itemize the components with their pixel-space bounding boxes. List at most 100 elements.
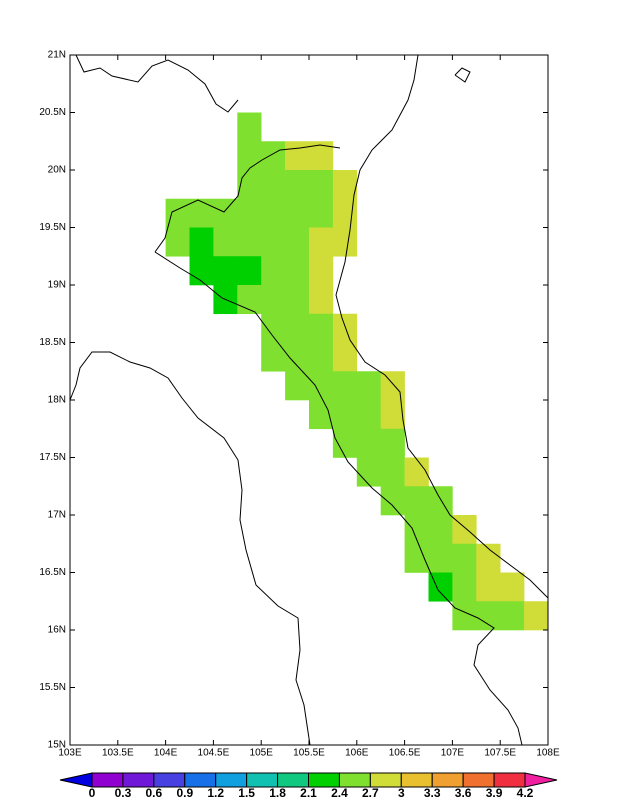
grid-cell xyxy=(332,400,358,430)
border xyxy=(154,251,523,746)
grid-cell xyxy=(356,428,381,458)
x-tick-label: 108E xyxy=(536,748,560,759)
colorbar-box xyxy=(91,772,124,788)
grid-cell xyxy=(309,371,334,401)
grid-cell xyxy=(476,572,501,602)
grid-cell xyxy=(285,170,310,200)
x-tick-label: 105E xyxy=(250,748,274,759)
grid-cell xyxy=(404,457,429,487)
axes: 103E 103.5E 104E 104.5E 105E 105.5E 106E 106.5E… xyxy=(39,50,560,759)
grid-cell xyxy=(165,198,190,228)
colorbar-box xyxy=(338,772,371,788)
colorbar-box xyxy=(184,772,217,788)
y-tick-label: 18N xyxy=(48,395,66,406)
grid-cell xyxy=(285,371,310,401)
y-tick-label: 21N xyxy=(48,50,66,61)
colorbar-box xyxy=(462,772,495,788)
grid-cell xyxy=(189,256,214,286)
x-tick-label: 107E xyxy=(441,748,465,759)
colorbar-box xyxy=(246,772,279,788)
grid-cell xyxy=(189,198,214,228)
coastline xyxy=(335,54,549,599)
y-tick-label: 16.5N xyxy=(39,567,66,578)
grid-cell xyxy=(404,486,429,516)
y-tick-label: 18.5N xyxy=(39,337,66,348)
colorbar-label: 0 xyxy=(89,786,96,800)
colorbar-label: 1.8 xyxy=(269,786,286,800)
grid-cell xyxy=(237,198,262,228)
grid-cell xyxy=(261,170,286,200)
y-tick-label: 15.5N xyxy=(39,682,66,693)
grid-cell xyxy=(309,256,334,286)
colorbar-label: 1.5 xyxy=(238,786,255,800)
colorbar-box xyxy=(215,772,248,788)
grid-cell xyxy=(356,371,381,401)
grid-cell xyxy=(309,342,334,372)
grid-cell xyxy=(332,227,358,257)
grid-cell xyxy=(309,227,334,257)
grid-cell xyxy=(165,227,190,257)
colorbar-box xyxy=(493,772,526,788)
grid-cell xyxy=(309,170,334,200)
colorbar-label: 4.2 xyxy=(517,786,534,800)
colorbar-label: 0.6 xyxy=(146,786,163,800)
border xyxy=(69,351,311,746)
colorbar-label: 0.9 xyxy=(176,786,193,800)
grid-cell xyxy=(380,486,405,516)
grid-cell xyxy=(500,601,525,631)
colorbar-label: 1.2 xyxy=(207,786,224,800)
x-tick-label: 106.5E xyxy=(389,748,421,759)
x-tick-label: 105.5E xyxy=(293,748,325,759)
grid-cell xyxy=(213,256,238,286)
x-tick-label: 103.5E xyxy=(102,748,134,759)
x-tick-label: 104E xyxy=(154,748,178,759)
grid-cell xyxy=(380,400,405,430)
grid-cell xyxy=(261,285,286,315)
grid-cell xyxy=(237,256,262,286)
grid-cell xyxy=(332,342,358,372)
grid-cell xyxy=(332,371,358,401)
colorbar-label: 3 xyxy=(398,786,405,800)
grid-cell xyxy=(332,313,358,343)
grid-cell xyxy=(428,486,453,516)
colorbar: 0 0.3 0.6 0.9 1.2 1.5 1.8 2.1 2.4 2.7 3 3.3 3.6 3.9 4.… xyxy=(59,772,558,800)
colorbar-label: 2.7 xyxy=(362,786,379,800)
colorbar-label: 3.3 xyxy=(424,786,441,800)
data-cells xyxy=(165,112,549,631)
colorbar-box xyxy=(122,772,155,788)
grid-cell xyxy=(261,256,286,286)
grid-cell xyxy=(285,313,310,343)
y-tick-label: 17N xyxy=(48,510,66,521)
colorbar-box xyxy=(369,772,402,788)
colorbar-label: 2.4 xyxy=(331,786,348,800)
y-tick-label: 19.5N xyxy=(39,222,66,233)
colorbar-label: 2.1 xyxy=(300,786,317,800)
grid-cell xyxy=(452,515,477,545)
y-tick-label: 16N xyxy=(48,625,66,636)
border xyxy=(75,54,239,113)
colorbar-under xyxy=(59,772,93,788)
grid-cell xyxy=(380,428,405,458)
x-tick-label: 107.5E xyxy=(484,748,516,759)
boundaries xyxy=(69,54,549,746)
grid-cell xyxy=(380,457,405,487)
grid-cell xyxy=(285,227,310,257)
grid-cell xyxy=(356,457,381,487)
y-tick-label: 17.5N xyxy=(39,452,66,463)
x-tick-label: 106E xyxy=(345,748,369,759)
grid-cell xyxy=(309,313,334,343)
colorbar-label: 3.6 xyxy=(455,786,472,800)
x-tick-label: 104.5E xyxy=(198,748,230,759)
colorbar-box xyxy=(431,772,464,788)
grid-cell xyxy=(428,543,453,573)
grid-cell xyxy=(237,170,262,200)
grid-cell xyxy=(332,170,358,200)
grid-cell xyxy=(500,572,525,602)
colorbar-box xyxy=(400,772,433,788)
y-tick-label: 20.5N xyxy=(39,107,66,118)
grid-cell xyxy=(261,141,286,171)
grid-cell xyxy=(476,601,501,631)
y-tick-label: 19N xyxy=(48,280,66,291)
grid-cell xyxy=(380,371,405,401)
